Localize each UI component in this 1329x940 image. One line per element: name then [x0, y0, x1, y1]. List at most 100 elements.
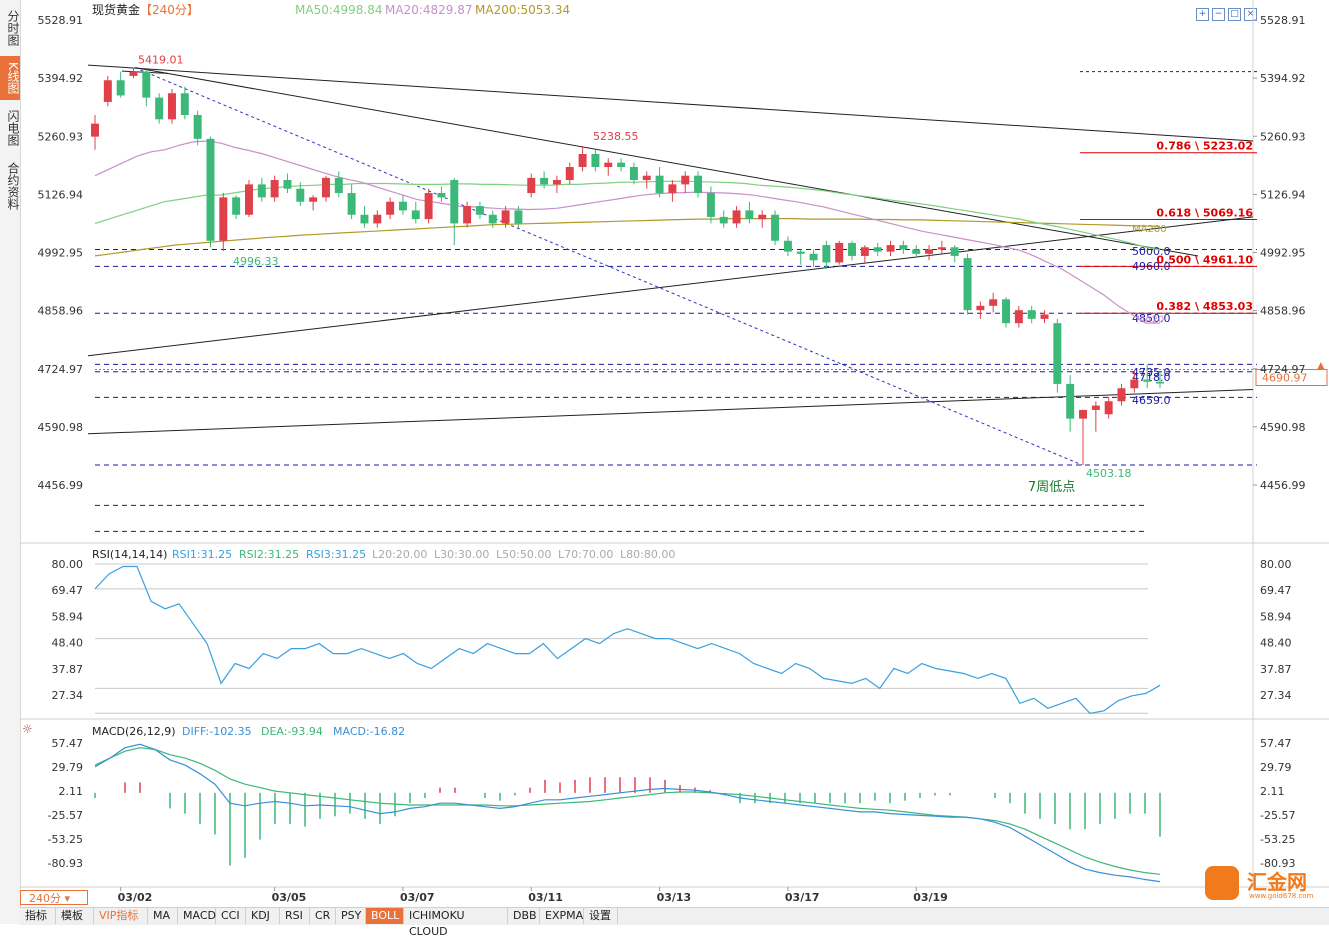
rsi-panel: RSI(14,14,14) RSI1:31.25 RSI2:31.25 RSI3…	[52, 548, 1292, 714]
annotation-low: 4996.33	[233, 255, 279, 268]
l70-legend: L70:70.00	[558, 548, 613, 561]
candle-body	[604, 162, 613, 168]
chart-area[interactable]: 现货黄金 【240分】 MA50:4998.84 MA20:4829.87 MA…	[20, 0, 1329, 906]
level-label: 4659.0	[1132, 394, 1171, 407]
indicator-button[interactable]: VIP指标	[94, 908, 148, 924]
candle-body	[437, 193, 446, 198]
candle-body	[296, 188, 305, 202]
candle-body	[244, 184, 253, 215]
period-label: 【240分】	[140, 3, 199, 17]
candle-body	[783, 240, 792, 252]
tab-kline-chart[interactable]: K线图	[0, 56, 20, 100]
rsi-tick-left: 27.34	[52, 689, 84, 702]
rsi2-legend: RSI2:31.25	[239, 548, 299, 561]
zoom-out-icon[interactable]: −	[1212, 8, 1225, 21]
candle-body	[1053, 323, 1062, 384]
sidebar: 分时图 K线图 闪电图 合约资料	[0, 0, 21, 924]
candle-body	[860, 247, 869, 256]
indicator-button[interactable]: 模板	[56, 908, 94, 924]
instrument-title: 现货黄金	[92, 2, 140, 17]
rsi-tick-left: 80.00	[52, 558, 84, 571]
candle-body	[232, 197, 241, 215]
rsi-tick-right: 48.40	[1260, 637, 1292, 650]
candle-body	[886, 245, 895, 252]
ma20-line	[94, 140, 1160, 324]
rsi-tick-left: 69.47	[52, 584, 84, 597]
candle-body	[989, 299, 998, 306]
rsi-title: RSI(14,14,14)	[92, 548, 167, 561]
ma50-line	[94, 180, 1161, 251]
candle-body	[103, 80, 112, 102]
rsi-tick-right: 69.47	[1260, 584, 1292, 597]
tab-flash-chart[interactable]: 闪电图	[6, 110, 20, 146]
candle-body	[1117, 388, 1126, 402]
candle-body	[1014, 310, 1023, 324]
close-icon[interactable]: ×	[1244, 8, 1257, 21]
window-toolbar: + − □ ×	[1196, 1, 1260, 21]
tab-time-chart[interactable]: 分时图	[6, 10, 20, 46]
x-tick-label: 03/13	[657, 891, 692, 904]
zoom-in-icon[interactable]: +	[1196, 8, 1209, 21]
price-tick-right: 4590.98	[1260, 421, 1306, 434]
macd-tick-left: -53.25	[48, 833, 83, 846]
annotation-high: 5419.01	[138, 54, 184, 67]
price-tick-right: 4456.99	[1260, 479, 1306, 492]
candle-body	[758, 214, 767, 220]
indicator-button[interactable]: MACD	[178, 908, 216, 924]
price-tick-left: 4992.95	[38, 247, 84, 260]
trendline-rising	[87, 216, 1254, 357]
macd-tick-right: -25.57	[1260, 809, 1295, 822]
indicator-button[interactable]: RSI	[280, 908, 310, 924]
indicator-button[interactable]: 指标	[20, 908, 56, 924]
candle-body	[1156, 381, 1164, 384]
gear-icon[interactable]: ☼	[22, 722, 33, 736]
indicator-button[interactable]: BOLL	[366, 908, 404, 924]
candle-body	[1091, 405, 1100, 410]
current-price-label: 4690.97	[1262, 371, 1308, 384]
candle-body	[617, 162, 626, 168]
tab-contract-info[interactable]: 合约资料	[6, 162, 20, 210]
price-tick-left: 5126.94	[38, 188, 84, 201]
diff-legend: DIFF:-102.35	[182, 725, 252, 738]
rsi-tick-right: 27.34	[1260, 689, 1292, 702]
indicator-button[interactable]: MA	[148, 908, 178, 924]
macd-tick-left: 29.79	[52, 761, 84, 774]
price-panel: 0.786 \ 5223.02 0.618 \ 5069.16 0.500 \ 49…	[87, 54, 1328, 532]
period-selector[interactable]: 240分 ▾	[20, 890, 88, 905]
ma20-legend: MA20:4829.87	[385, 3, 473, 17]
fib-label: 0.618 \ 5069.16	[1156, 206, 1253, 219]
indicator-button[interactable]: PSY	[336, 908, 366, 924]
indicator-button[interactable]: 设置	[584, 908, 618, 924]
candle-body	[629, 167, 638, 181]
price-tick-right: 4724.97	[1260, 363, 1306, 376]
candle-body	[591, 154, 600, 168]
candle-body	[398, 201, 407, 211]
indicator-button[interactable]: KDJ	[246, 908, 280, 924]
indicator-button[interactable]: CR	[310, 908, 336, 924]
indicator-button[interactable]: ICHIMOKU CLOUD	[404, 908, 508, 938]
price-tick-right: 4858.96	[1260, 305, 1306, 318]
trendline-descending	[134, 67, 1199, 257]
annotation-low: 4503.18	[1086, 467, 1132, 480]
macd-tick-right: -80.93	[1260, 857, 1295, 870]
candle-body	[912, 249, 921, 254]
candle-body	[681, 175, 690, 185]
x-tick-label: 03/02	[118, 891, 153, 904]
candle-body	[937, 247, 946, 250]
macd-title: MACD(26,12,9)	[92, 725, 176, 738]
diff-line	[94, 743, 1161, 883]
rsi-tick-right: 58.94	[1260, 610, 1292, 623]
rsi-tick-left: 48.40	[52, 637, 84, 650]
candle-body	[309, 197, 318, 202]
candle-body	[642, 175, 651, 181]
candle-body	[180, 93, 189, 115]
price-tick-right: 5126.94	[1260, 188, 1306, 201]
indicator-button[interactable]: CCI	[216, 908, 246, 924]
indicator-button[interactable]: DBB	[508, 908, 540, 924]
candle-body	[373, 214, 382, 224]
indicator-button[interactable]: EXPMA	[540, 908, 584, 924]
price-tick-left: 4724.97	[38, 363, 84, 376]
rsi-tick-right: 37.87	[1260, 663, 1292, 676]
candle-body	[360, 214, 369, 224]
maximize-icon[interactable]: □	[1228, 8, 1241, 21]
